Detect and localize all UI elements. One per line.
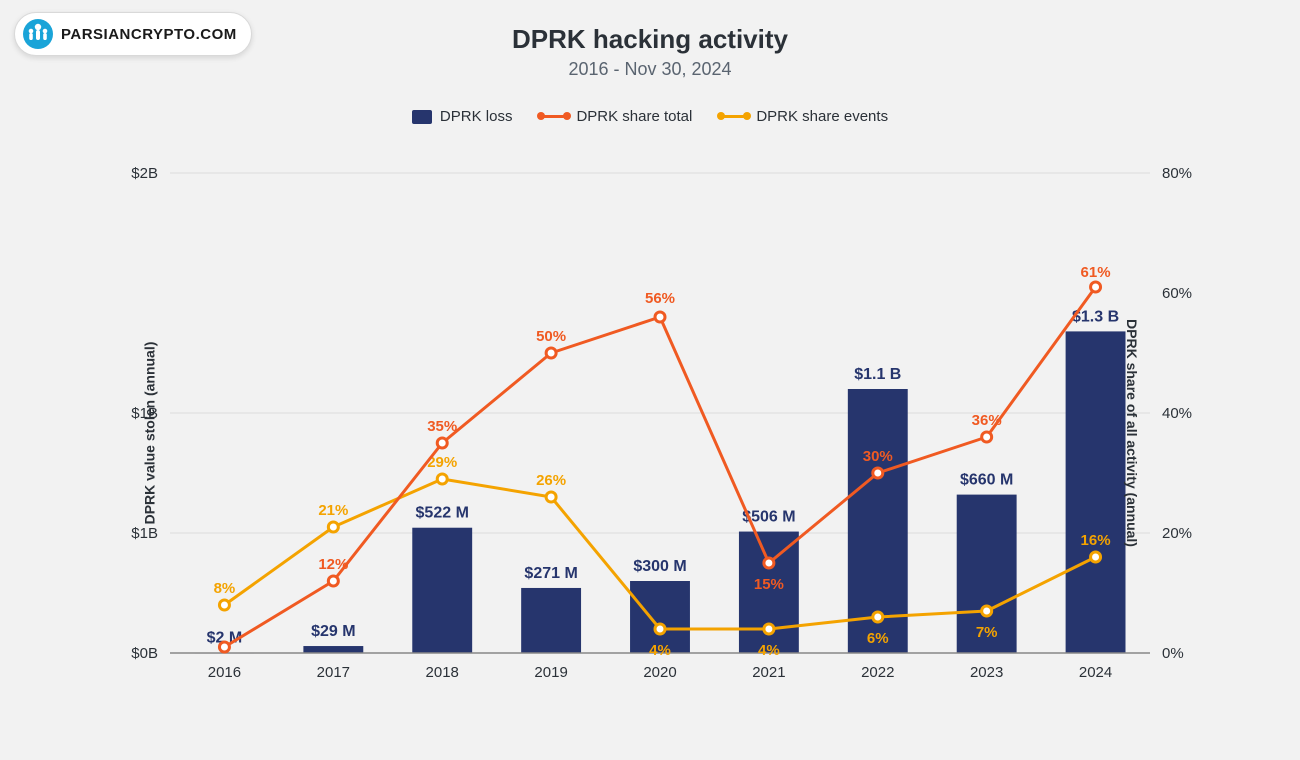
svg-text:$29 M: $29 M	[311, 623, 355, 640]
svg-text:$0B: $0B	[131, 645, 158, 662]
svg-text:4%: 4%	[649, 642, 671, 659]
svg-text:15%: 15%	[754, 576, 784, 593]
svg-text:80%: 80%	[1162, 165, 1192, 182]
legend-item-line1: DPRK share total	[540, 108, 692, 125]
svg-text:2023: 2023	[970, 664, 1003, 681]
svg-text:60%: 60%	[1162, 285, 1192, 302]
svg-text:61%: 61%	[1081, 264, 1111, 281]
svg-text:12%: 12%	[318, 556, 348, 573]
svg-text:50%: 50%	[536, 328, 566, 345]
y-right-axis-label: DPRK share of all activity (annual)	[1124, 319, 1140, 547]
legend: DPRK loss DPRK share total DPRK share ev…	[0, 108, 1300, 125]
svg-text:26%: 26%	[536, 472, 566, 489]
svg-text:2024: 2024	[1079, 664, 1112, 681]
legend-label-line2: DPRK share events	[756, 108, 888, 125]
legend-label-bar: DPRK loss	[440, 108, 513, 125]
svg-text:$1.1 B: $1.1 B	[854, 366, 901, 383]
svg-text:2018: 2018	[426, 664, 459, 681]
bar	[412, 528, 472, 653]
bar	[1066, 331, 1126, 653]
svg-text:2019: 2019	[534, 664, 567, 681]
svg-text:4%: 4%	[758, 642, 780, 659]
legend-swatch-line1	[540, 115, 568, 118]
chart-subtitle: 2016 - Nov 30, 2024	[0, 59, 1300, 80]
chart-area: DPRK value stolen (annual) DPRK share of…	[60, 153, 1240, 713]
svg-text:8%: 8%	[214, 580, 236, 597]
svg-text:6%: 6%	[867, 630, 889, 647]
svg-text:30%: 30%	[863, 448, 893, 465]
source-logo-badge: PARSIANCRYPTO.COM	[14, 12, 252, 56]
svg-text:7%: 7%	[976, 624, 998, 641]
legend-label-line1: DPRK share total	[576, 108, 692, 125]
svg-text:$271 M: $271 M	[524, 565, 577, 582]
svg-text:$660 M: $660 M	[960, 472, 1013, 489]
svg-text:20%: 20%	[1162, 525, 1192, 542]
legend-item-bar: DPRK loss	[412, 108, 513, 125]
svg-text:21%: 21%	[318, 502, 348, 519]
legend-swatch-line2	[720, 115, 748, 118]
svg-text:2017: 2017	[317, 664, 350, 681]
svg-text:$522 M: $522 M	[416, 505, 469, 522]
svg-text:2016: 2016	[208, 664, 241, 681]
svg-text:36%: 36%	[972, 412, 1002, 429]
svg-text:$1B: $1B	[131, 525, 158, 542]
svg-text:40%: 40%	[1162, 405, 1192, 422]
svg-text:35%: 35%	[427, 418, 457, 435]
svg-text:$2B: $2B	[131, 165, 158, 182]
y-left-axis-label: DPRK value stolen (annual)	[141, 342, 157, 525]
svg-text:16%: 16%	[1081, 532, 1111, 549]
svg-text:$300 M: $300 M	[633, 558, 686, 575]
legend-item-line2: DPRK share events	[720, 108, 888, 125]
legend-swatch-bar	[412, 110, 432, 124]
svg-text:2022: 2022	[861, 664, 894, 681]
chart-svg: $0B$1B$1B$2B0%20%40%60%80%$2 M$29 M$522 …	[60, 153, 1240, 713]
logo-text: PARSIANCRYPTO.COM	[61, 26, 237, 43]
bar	[521, 588, 581, 653]
svg-text:2020: 2020	[643, 664, 676, 681]
logo-icon	[23, 19, 53, 49]
bar	[303, 646, 363, 653]
svg-text:0%: 0%	[1162, 645, 1184, 662]
svg-text:2021: 2021	[752, 664, 785, 681]
svg-text:56%: 56%	[645, 290, 675, 307]
